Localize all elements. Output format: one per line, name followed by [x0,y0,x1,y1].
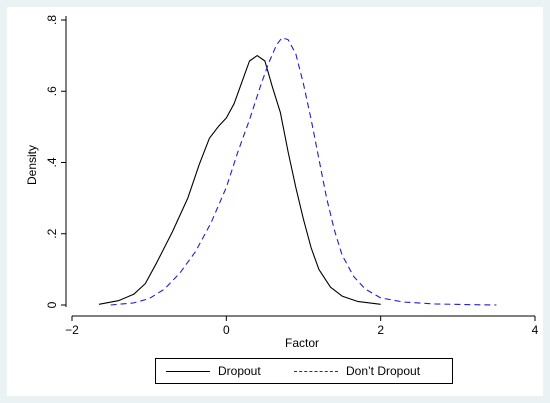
y-tick-label: .2 [45,228,59,238]
series-layer [98,37,497,306]
legend-item-dont-dropout: Don’t Dropout [294,359,420,383]
legend-item-dropout: Dropout [166,359,261,383]
y-tick-label: .4 [45,157,59,167]
x-tick-label: −2 [65,323,79,337]
x-axis-title: Factor [285,336,319,350]
y-axis-title: Density [25,145,39,185]
x-tick-label: 4 [532,323,539,337]
x-tick-label: 2 [377,323,384,337]
y-tick-label: .6 [45,86,59,96]
legend-label-dropout: Dropout [218,364,261,378]
plot-background [7,7,543,396]
series-line-dropout [98,55,381,305]
legend: Dropout Don’t Dropout [155,358,453,384]
series-line-dont-dropout [110,37,497,306]
legend-label-dont-dropout: Don’t Dropout [346,364,421,378]
axes: −2 0 2 4 0 .2 .4 .6 .8 [45,15,539,337]
y-tick-label: .8 [45,15,59,25]
legend-swatch-dropout [166,370,210,372]
legend-swatch-dont-dropout [294,370,338,372]
x-tick-label: 0 [223,323,230,337]
y-tick-label: 0 [45,301,59,308]
